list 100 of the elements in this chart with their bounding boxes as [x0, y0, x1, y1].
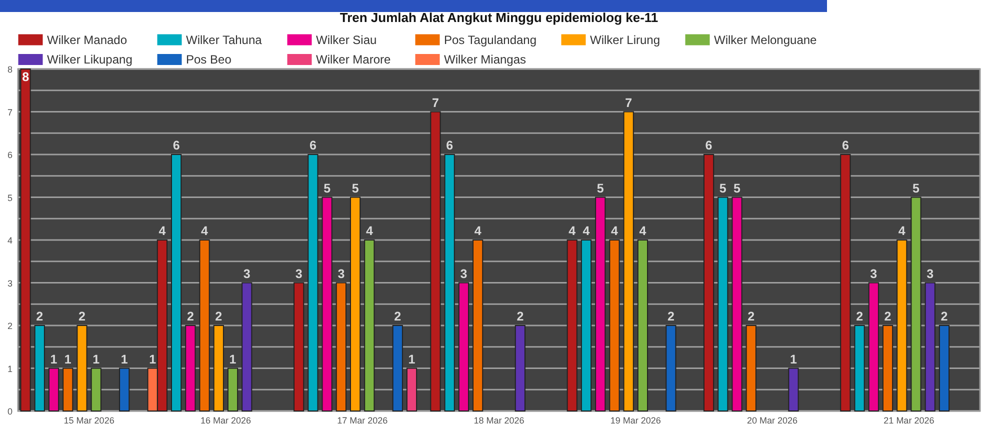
data-label: 4	[158, 224, 166, 238]
bar	[119, 368, 130, 412]
data-label: 2	[186, 310, 194, 324]
legend-label: Wilker Siau	[316, 32, 377, 47]
data-label: 3	[243, 266, 250, 281]
data-label: 1	[149, 352, 156, 366]
data-label: 3	[338, 266, 345, 281]
bar	[213, 325, 224, 412]
data-label: 3	[926, 266, 934, 281]
legend-label: Wilker Marore	[316, 52, 391, 66]
data-label: 8	[22, 70, 30, 84]
data-label: 2	[884, 310, 892, 324]
bar	[868, 282, 879, 412]
data-label: 2	[748, 310, 755, 324]
bar	[666, 325, 676, 412]
data-label: 2	[516, 310, 524, 324]
data-label: 3	[870, 266, 878, 281]
y-tick-label: 6	[7, 150, 12, 160]
bar	[76, 325, 88, 412]
bar	[938, 325, 950, 412]
x-tick-label: 17 Mar 2026	[337, 416, 388, 426]
data-label: 1	[408, 352, 416, 366]
data-label: 5	[352, 181, 359, 196]
y-tick-label: 8	[7, 64, 12, 74]
bar	[227, 368, 238, 412]
bar	[882, 325, 894, 412]
data-label: 4	[366, 224, 373, 238]
bar	[430, 111, 441, 412]
bar	[336, 282, 346, 412]
bar	[910, 196, 922, 412]
y-tick-label: 5	[7, 192, 12, 203]
x-tick-label: 15 Mar 2026	[64, 416, 114, 426]
bar	[20, 68, 31, 412]
data-label: 1	[92, 352, 100, 366]
legend-label: Wilker Melonguane	[714, 32, 818, 47]
legend-label: Wilker Manado	[47, 32, 128, 47]
data-label: 5	[719, 181, 726, 196]
data-label: 5	[734, 181, 741, 196]
data-label: 7	[432, 96, 439, 110]
bar	[472, 240, 484, 412]
data-label: 5	[912, 181, 920, 196]
y-tick-label: 4	[7, 236, 12, 246]
data-label: 2	[394, 310, 402, 324]
bar	[90, 368, 102, 412]
y-tick-label: 0	[7, 406, 12, 416]
bar	[896, 240, 908, 412]
bar	[62, 368, 74, 412]
x-tick-label: 18 Mar 2026	[474, 416, 524, 426]
data-label: 6	[172, 138, 180, 152]
bar	[458, 282, 470, 412]
data-label: 6	[309, 138, 316, 152]
data-label: 2	[856, 310, 864, 324]
data-label: 2	[78, 310, 86, 324]
bar	[595, 196, 606, 412]
bar	[308, 154, 318, 412]
data-label: 2	[667, 310, 674, 324]
data-label: 7	[625, 96, 632, 110]
data-label: 1	[120, 352, 128, 366]
bar	[199, 240, 210, 412]
legend-label: Pos Tagulandang	[444, 32, 537, 47]
bar	[623, 111, 634, 412]
bar	[566, 240, 578, 412]
x-tick-label: 20 Mar 2026	[747, 416, 798, 426]
bar	[732, 196, 742, 412]
bar	[392, 325, 403, 412]
x-tick-label: 19 Mar 2026	[610, 416, 661, 426]
y-tick-label: 2	[7, 321, 12, 331]
data-label: 5	[596, 181, 604, 196]
bar	[444, 154, 455, 412]
data-label: 1	[790, 352, 797, 366]
bar	[34, 325, 45, 412]
legend-label: Wilker Likupang	[47, 52, 132, 66]
legend-label: Wilker Miangas	[444, 52, 526, 66]
bar	[703, 154, 714, 412]
data-label: 4	[474, 224, 482, 238]
data-label: 2	[36, 310, 44, 324]
y-tick-label: 3	[7, 278, 12, 288]
bar	[294, 282, 304, 412]
bar	[924, 282, 936, 412]
bar	[580, 240, 592, 412]
chart-title: Tren Jumlah Alat Angkut Minggu epidemiolog ke-11	[340, 10, 658, 25]
data-label: 6	[446, 138, 454, 152]
bar	[840, 154, 851, 412]
data-label: 6	[842, 138, 849, 152]
bar	[48, 368, 60, 412]
data-label: 4	[201, 224, 208, 238]
x-tick-label: 21 Mar 2026	[884, 416, 934, 426]
bar	[406, 368, 418, 412]
data-label: 5	[324, 181, 331, 196]
bar	[854, 325, 865, 412]
bar	[170, 154, 182, 412]
bar	[514, 325, 526, 412]
bar	[242, 282, 252, 412]
data-label: 1	[64, 352, 72, 366]
bar	[322, 196, 332, 412]
data-label: 6	[705, 138, 712, 152]
y-tick-label: 1	[7, 364, 12, 374]
data-label: 4	[582, 224, 590, 238]
data-label: 4	[568, 224, 576, 238]
bar	[185, 325, 196, 412]
